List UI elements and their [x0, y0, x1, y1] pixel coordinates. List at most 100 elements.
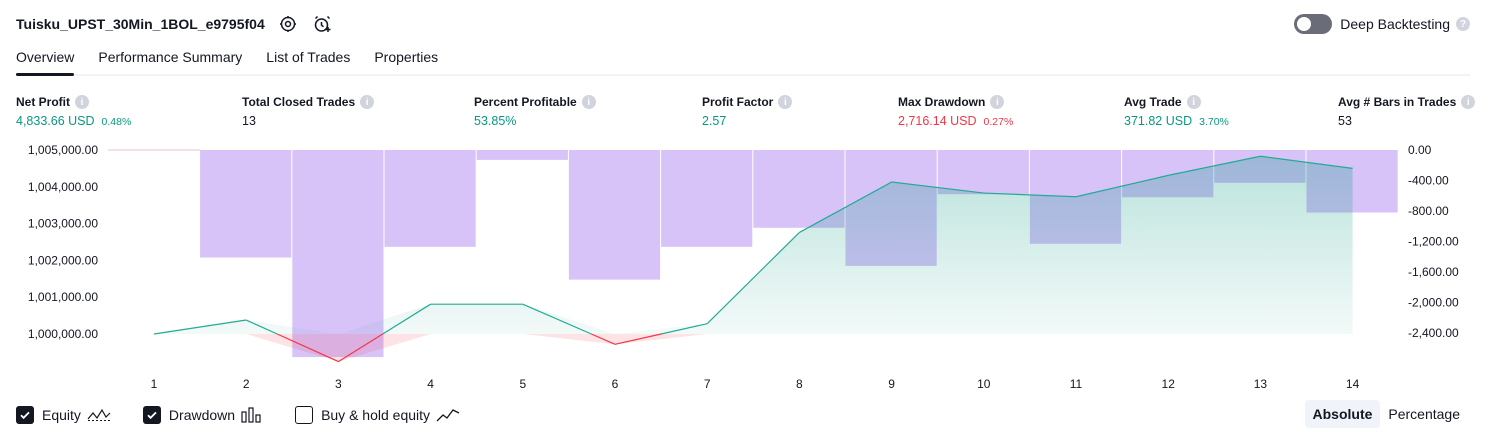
- left-axis-tick-label: 1,003,000.00: [28, 217, 98, 231]
- drawdown-bar: [937, 150, 1029, 195]
- metric-value: 2,716.14 USD: [898, 114, 977, 128]
- equity-loss-area: [615, 334, 708, 345]
- x-axis-tick-label: 3: [335, 377, 342, 391]
- report-tabs: Overview Performance Summary List of Tra…: [16, 44, 1470, 76]
- help-icon[interactable]: ?: [1456, 17, 1470, 31]
- equity-drawdown-chart[interactable]: 1,005,000.00 1,004,000.00 1,003,000.00 1,00…: [0, 140, 1486, 400]
- buy-hold-line-icon: [436, 407, 460, 423]
- x-axis-tick-label: 6: [612, 377, 619, 391]
- right-axis-tick-label: -1,600.00: [1408, 265, 1459, 279]
- drawdown-bar: [200, 150, 292, 258]
- chart-canvas: 1,005,000.00 1,004,000.00 1,003,000.00 1,00…: [28, 143, 1459, 391]
- scale-mode: Absolute Percentage: [1304, 400, 1469, 428]
- left-axis-tick-label: 1,002,000.00: [28, 253, 98, 267]
- equity-checkbox[interactable]: [16, 406, 34, 424]
- equity-line-segment: [1168, 155, 1261, 176]
- help-icon[interactable]: i: [75, 95, 89, 109]
- legend-buy-hold-equity[interactable]: Buy & hold equity: [295, 406, 460, 424]
- legend-equity[interactable]: Equity: [16, 406, 111, 424]
- metric-value: 53: [1338, 114, 1352, 128]
- help-icon[interactable]: i: [360, 95, 375, 109]
- drawdown-checkbox[interactable]: [142, 406, 161, 424]
- tab-overview[interactable]: Overview: [16, 44, 75, 76]
- right-axis-tick-label: -2,400.00: [1408, 326, 1459, 340]
- x-axis-tick-label: 9: [888, 377, 895, 391]
- percentage-button[interactable]: Percentage: [1388, 406, 1460, 422]
- metric-sub: 0.48%: [101, 116, 132, 128]
- equity-line-segment: [245, 319, 278, 335]
- metric-value: 2.57: [702, 114, 727, 128]
- metric-label: Net Profit: [16, 95, 70, 109]
- tab-properties[interactable]: Properties: [374, 49, 439, 65]
- drawdown-bar: [568, 150, 661, 280]
- deep-backtesting-toggle[interactable]: [1294, 14, 1333, 34]
- left-axis-tick-label: 1,004,000.00: [28, 180, 98, 194]
- equity-area: [154, 156, 1353, 334]
- equity-line-segment: [1075, 174, 1169, 198]
- deep-backtesting-label: Deep Backtesting: [1340, 16, 1450, 32]
- x-axis-tick-label: 2: [243, 377, 250, 391]
- equity-line-segment: [660, 323, 708, 335]
- chart-legend: Equity Drawdown Buy & hold equity: [16, 404, 492, 426]
- x-axis-tick-label: 14: [1346, 377, 1360, 391]
- x-axis-tick-label: 7: [704, 377, 711, 391]
- help-icon[interactable]: i: [1461, 95, 1476, 109]
- tab-list-of-trades[interactable]: List of Trades: [266, 49, 351, 65]
- help-icon[interactable]: i: [1186, 95, 1201, 109]
- strategy-title: Tuisku_UPST_30Min_1BOL_e9795f04: [16, 16, 265, 32]
- toggle-knob: [1297, 17, 1312, 31]
- help-icon[interactable]: i: [581, 95, 596, 109]
- equity-loss-area: [338, 334, 431, 362]
- metric-percent-profitable: Percent Profitable i 53.85%: [474, 94, 596, 130]
- equity-line-segment: [614, 333, 662, 345]
- help-icon[interactable]: i: [990, 95, 1005, 109]
- metric-sub: 0.27%: [983, 116, 1014, 128]
- x-axis-tick-label: 1: [151, 377, 158, 391]
- equity-line-segment: [891, 181, 984, 194]
- metric-value: 13: [242, 114, 256, 128]
- legend-drawdown[interactable]: Drawdown: [142, 406, 263, 424]
- right-axis-tick-label: 0.00: [1408, 143, 1432, 157]
- absolute-button[interactable]: Absolute: [1304, 400, 1381, 428]
- drawdown-bar: [476, 150, 568, 160]
- buy-hold-checkbox[interactable]: [295, 406, 314, 424]
- x-axis-tick-label: 13: [1254, 377, 1268, 391]
- equity-loss-area: [522, 334, 615, 345]
- right-axis-tick-label: -800.00: [1408, 204, 1449, 218]
- x-axis-tick-label: 4: [427, 377, 434, 391]
- x-axis-tick-label: 8: [796, 377, 803, 391]
- tab-performance-summary[interactable]: Performance Summary: [98, 49, 243, 65]
- left-axis-tick-label: 1,000,000.00: [28, 327, 98, 341]
- left-axis-tick-label: 1,005,000.00: [28, 143, 98, 157]
- help-icon[interactable]: i: [778, 95, 793, 109]
- drawdown-bar: [384, 150, 476, 247]
- metric-avg-trade: Avg Trade i 371.82 USD 3.70%: [1124, 94, 1229, 130]
- equity-line-segment: [382, 303, 431, 335]
- strategy-header: Tuisku_UPST_30Min_1BOL_e9795f04: [16, 12, 333, 36]
- metric-label: Percent Profitable: [474, 95, 577, 109]
- add-alert-clock-icon[interactable]: [311, 13, 333, 35]
- equity-line-icon: [87, 407, 111, 423]
- metric-label: Avg # Bars in Trades: [1338, 95, 1457, 109]
- right-axis-tick-label: -2,000.00: [1408, 296, 1459, 310]
- equity-line-segment: [276, 333, 339, 363]
- deep-backtesting: Deep Backtesting ?: [1294, 12, 1470, 36]
- equity-line-segment: [522, 303, 592, 335]
- metric-sub: 3.70%: [1199, 116, 1229, 128]
- drawdown-bar: [753, 150, 845, 228]
- left-axis-tick-label: 1,001,000.00: [28, 290, 98, 304]
- x-axis-tick-label: 10: [977, 377, 991, 391]
- metric-label: Max Drawdown: [898, 95, 986, 109]
- equity-line-segment: [591, 333, 616, 345]
- equity-line-segment: [1260, 155, 1353, 169]
- equity-line-segment: [338, 333, 384, 363]
- equity-line-segment: [153, 319, 247, 335]
- drawdown-bar: [661, 150, 753, 247]
- metric-value: 53.85%: [474, 114, 517, 128]
- x-axis-tick-label: 5: [519, 377, 526, 391]
- equity-line-segment: [706, 232, 800, 325]
- equity-line-segment: [799, 181, 892, 233]
- settings-gear-icon[interactable]: [277, 13, 299, 35]
- metric-net-profit: Net Profit i 4,833.66 USD 0.48%: [16, 94, 131, 130]
- metric-max-drawdown: Max Drawdown i 2,716.14 USD 0.27%: [898, 94, 1013, 130]
